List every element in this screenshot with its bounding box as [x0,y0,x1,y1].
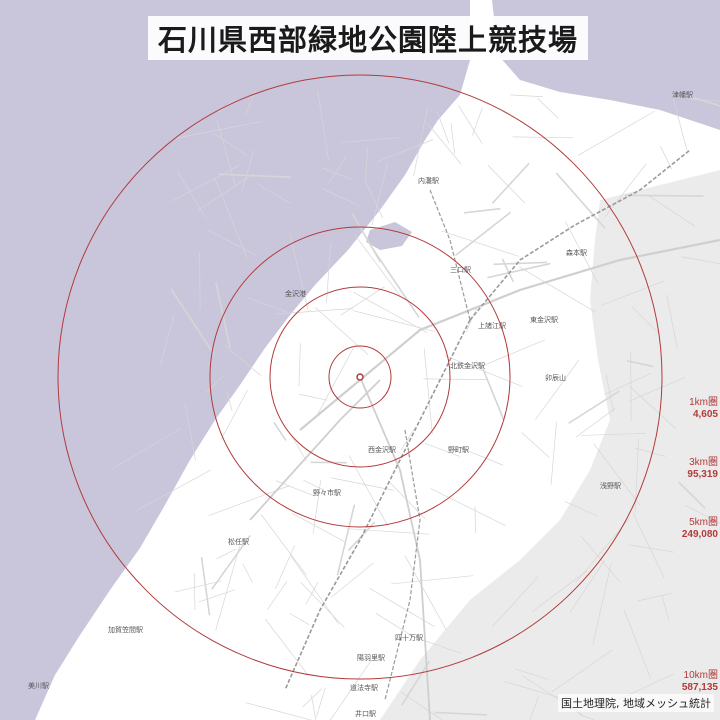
place-label: 卯辰山 [545,373,566,382]
railway-lines [284,149,691,701]
ring-label: 10km圏 [683,670,718,681]
stat-1km: 1km圏 4,605 [689,397,718,421]
place-label: 松任駅 [228,537,249,546]
center-marker [356,373,364,381]
ring-10km [57,74,663,680]
stat-10km: 10km圏 587,135 [682,670,718,694]
port-basin [366,222,412,250]
place-label: 道法寺駅 [350,683,378,692]
ring-population: 95,319 [687,469,718,480]
place-label: 北鉄金沢駅 [450,361,485,370]
stat-5km: 5km圏 249,080 [682,517,718,541]
ring-population: 587,135 [681,682,718,693]
stat-3km: 3km圏 95,319 [687,457,718,481]
place-label: 美川駅 [28,681,49,690]
place-label: 野々市駅 [313,488,341,497]
place-label: 陽羽里駅 [357,653,385,662]
distance-rings [57,74,663,680]
place-label: 井口駅 [355,709,376,718]
ring-label: 5km圏 [689,517,718,528]
ring-1km [328,345,392,409]
ring-3km [269,286,451,468]
place-label: 野町駅 [448,446,469,454]
place-label: 加賀笠間駅 [108,625,143,634]
ring-5km [209,226,511,528]
ring-population: 249,080 [681,529,718,540]
map-title: 石川県西部緑地公園陸上競技場 [148,16,589,60]
place-label: 森本駅 [566,248,587,257]
attribution: 国土地理院, 地域メッシュ統計 [558,694,714,712]
place-label: 内灘駅 [418,176,439,185]
place-label: 上諸江駅 [478,321,506,330]
ring-label: 3km圏 [689,457,718,468]
sea-area [0,0,470,720]
place-label: 金沢港 [285,289,306,298]
place-label: 三口駅 [450,266,471,274]
place-label: 東金沢駅 [530,315,558,324]
place-label: 四十万駅 [395,633,423,642]
place-label: 浅野駅 [600,481,621,490]
place-label: 西金沢駅 [368,445,396,454]
hill-area [380,170,720,720]
ring-label: 1km圏 [689,397,718,408]
ring-population: 4,605 [692,409,718,420]
place-label: 津幡駅 [672,90,693,99]
